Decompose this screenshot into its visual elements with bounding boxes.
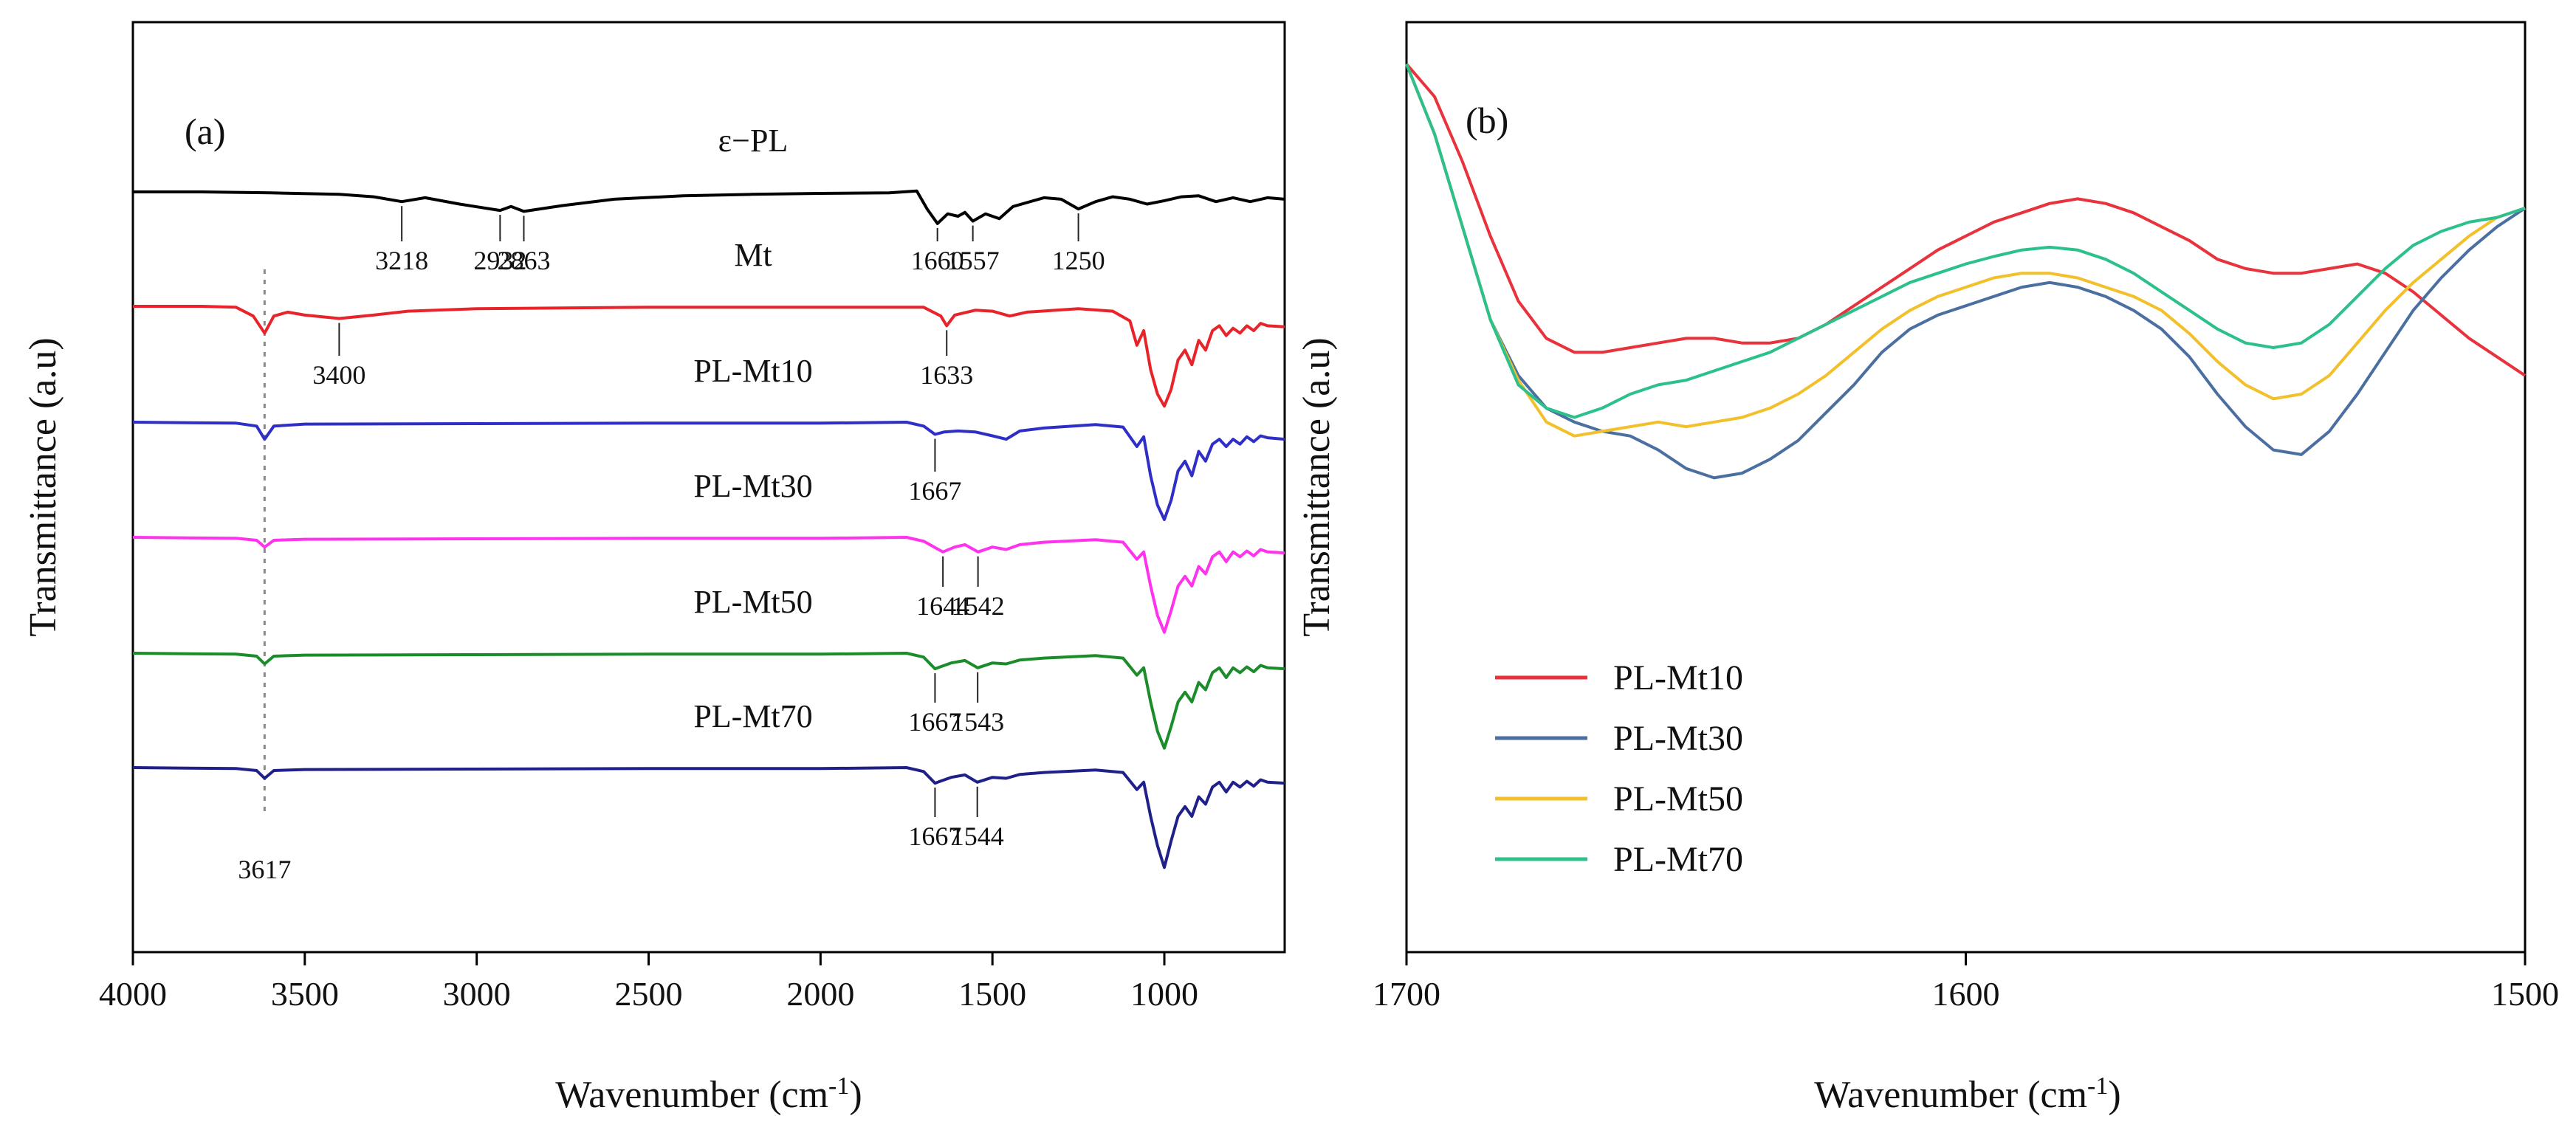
panel-b-series-pl-mt30 [1405, 63, 2527, 480]
panel-a-annotation-pl-2932: 2932 [473, 246, 526, 275]
panel-a-annotation-pl-1660: 1660 [911, 246, 964, 275]
panel-b-legend-label-pl-mt10: PL-Mt10 [1613, 658, 1743, 697]
panel-b-x-tick-label-1600: 1600 [1932, 975, 2000, 1013]
panel-a-annotation-pl-mt50-1543: 1543 [951, 707, 1004, 737]
panel-b-x-axis: 1700 1600 1500 [1373, 952, 2559, 1013]
panel-a-series-label-pl: ε−PL [718, 123, 789, 159]
panel-b-x-tick-label-1500: 1500 [2491, 975, 2559, 1013]
panel-a-annotation-pl-mt70-1544: 1544 [951, 821, 1004, 851]
panel-b-x-title-base: Wavenumber (cm [1814, 1074, 2087, 1116]
panel-a-annotation-pl-mt70-1667: 1667 [908, 821, 961, 851]
panel-a-series-mt [133, 305, 1285, 408]
panel-a-series-label-pl-mt50: PL-Mt50 [693, 584, 812, 620]
panel-a-x-tick-label-1500: 1500 [958, 975, 1026, 1013]
panel-a-series-pl [133, 189, 1285, 225]
panel-b: (b) 1700 1600 1500 PL-Mt10PL-Mt30PL-Mt50PL… [1296, 21, 2559, 1117]
panel-b-legend-label-pl-mt50: PL-Mt50 [1613, 779, 1743, 819]
panel-b-x-axis-title: Wavenumber (cm-1) [1814, 1072, 2120, 1117]
panel-a-frame [131, 21, 1286, 954]
panel-a-annotation-pl-mt10-1667: 1667 [908, 476, 961, 506]
panel-b-series-pl-mt10 [1405, 63, 2527, 377]
panel-b-series [1405, 63, 2527, 480]
panel-a-reference: 3617 [238, 269, 291, 884]
panel-a-x-tick-label-2000: 2000 [786, 975, 854, 1013]
panel-b-x-title-close: ) [2108, 1074, 2120, 1116]
panel-b-legend: PL-Mt10 PL-Mt30 PL-Mt50 PL-Mt70 [1495, 658, 1743, 879]
panel-a-reference-label: 3617 [238, 855, 291, 884]
panel-a-annotation-mt-3400: 3400 [312, 360, 365, 390]
panel-a-series-label-mt: Mt [734, 237, 772, 273]
panel-b-x-title-sup: -1 [2087, 1072, 2108, 1100]
panel-a-x-tick-label-2500: 2500 [615, 975, 683, 1013]
panel-a-series-pl-mt70 [132, 766, 1285, 869]
panel-a-series-pl-mt50 [132, 652, 1285, 750]
panel-a-y-axis-title: Transmittance (a.u) [22, 337, 64, 636]
panel-b-legend-label-pl-mt70: PL-Mt70 [1613, 840, 1743, 879]
panel-a: (a) 4000 3500 3000 2500 2000 1500 1000 3617 ε−… [22, 21, 1286, 1117]
panel-a-annotation-pl-mt30-1542: 1542 [952, 591, 1005, 621]
panel-a-series-label-pl-mt10: PL-Mt10 [693, 353, 812, 389]
panel-b-x-tick-label-1700: 1700 [1373, 975, 1440, 1013]
panel-b-series-pl-mt50 [1405, 63, 2526, 438]
panel-a-x-title-close: ) [849, 1074, 862, 1116]
panel-a-x-tick-label-3000: 3000 [443, 975, 511, 1013]
panel-a-annotation-pl-mt30-1644: 1644 [916, 591, 969, 621]
panel-a-x-tick-label-1000: 1000 [1130, 975, 1198, 1013]
panel-b-frame [1405, 21, 2527, 954]
panel-b-label: (b) [1466, 100, 1508, 141]
panel-a-x-axis-title: Wavenumber (cm-1) [555, 1072, 862, 1117]
panel-a-series-pl-mt10 [132, 421, 1285, 521]
panel-b-legend-label-pl-mt30: PL-Mt30 [1613, 719, 1743, 758]
panel-a-annotation-mt-1633: 1633 [920, 360, 973, 390]
panel-b-series-pl-mt70 [1405, 63, 2526, 419]
panel-a-x-axis: 4000 3500 3000 2500 2000 1500 1000 [99, 952, 1198, 1013]
panel-a-x-title-base: Wavenumber (cm [555, 1074, 828, 1116]
panel-a-x-tick-label-3500: 3500 [271, 975, 339, 1013]
panel-a-series-label-pl-mt30: PL-Mt30 [693, 468, 812, 504]
panel-a-label: (a) [185, 111, 226, 152]
panel-a-annotation-pl-1557: 1557 [947, 246, 1000, 275]
panel-a-annotation-pl-mt50-1667: 1667 [908, 707, 961, 737]
panel-a-annotation-pl-3218: 3218 [375, 246, 428, 275]
panel-a-x-title-sup: -1 [828, 1072, 849, 1100]
panel-b-y-axis-title: Transmittance (a.u) [1296, 337, 1338, 636]
panel-a-series-pl-mt30 [132, 536, 1285, 634]
panel-a-annotation-pl-2863: 2863 [497, 246, 550, 275]
panel-a-annotation-pl-1250: 1250 [1052, 246, 1105, 275]
panel-a-series: ε−PL Mt PL-Mt10 PL-Mt30 PL-Mt50 PL-Mt70 [132, 123, 1285, 869]
panel-a-x-tick-label-4000: 4000 [99, 975, 167, 1013]
panel-a-series-label-pl-mt70: PL-Mt70 [693, 698, 812, 734]
